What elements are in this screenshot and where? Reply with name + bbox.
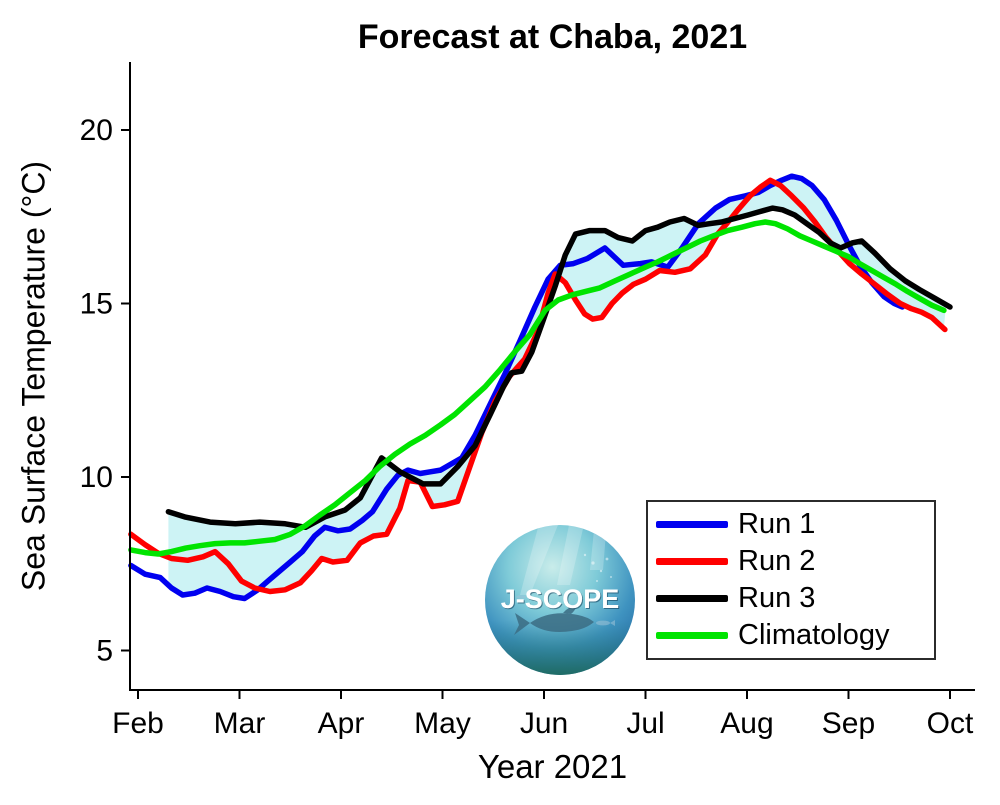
legend-swatch-run-3 [656, 595, 728, 602]
x-tick-label: Mar [214, 707, 266, 740]
legend-swatch-climatology [656, 632, 728, 639]
x-tick-label: Aug [720, 707, 773, 740]
y-tick-label: 10 [80, 461, 113, 494]
legend-label: Climatology [738, 619, 890, 651]
logo-small-fish [516, 595, 615, 626]
legend-item-run-1: Run 1 [656, 507, 926, 543]
series-line-climatology [128, 219, 947, 557]
chart-title: Forecast at Chaba, 2021 [357, 18, 748, 56]
x-tick-label: Sep [822, 707, 875, 740]
axis-spine [129, 62, 975, 691]
x-tick-label: Jun [520, 707, 568, 740]
jscope-logo: J-SCOPE J-SCOPE [485, 525, 635, 675]
y-axis-label: Sea Surface Temperature (°C) [15, 160, 52, 592]
x-axis-label: Year 2021 [477, 748, 628, 785]
series-line-run-3 [165, 205, 953, 531]
x-tick-label: May [414, 707, 471, 740]
x-tick-label: Feb [112, 707, 164, 740]
x-tick-label: Jul [626, 707, 664, 740]
logo-bubbles [583, 553, 612, 582]
legend-label: Run 2 [738, 545, 816, 577]
y-tick-label: 20 [80, 114, 113, 147]
legend-item-run-3: Run 3 [656, 581, 926, 617]
legend-label: Run 3 [738, 582, 816, 614]
legend-swatch-run-1 [656, 521, 728, 528]
logo-text: J-SCOPE [501, 584, 620, 614]
legend-item-climatology: Climatology [656, 618, 926, 654]
jscope-logo-image: J-SCOPE J-SCOPE [485, 525, 635, 675]
legend-item-run-2: Run 2 [656, 544, 926, 580]
y-tick-label: 15 [80, 288, 113, 321]
legend-label: Run 1 [738, 508, 816, 540]
x-tick-label: Apr [318, 707, 365, 740]
x-tick-label: Oct [927, 707, 974, 740]
legend: Run 1 Run 2 Run 3 Climatology [646, 500, 936, 660]
y-tick-label: 5 [96, 635, 113, 668]
logo-fish-icon [514, 605, 594, 635]
logo-text-shadow: J-SCOPE [502, 585, 621, 615]
legend-swatch-run-2 [656, 558, 728, 565]
